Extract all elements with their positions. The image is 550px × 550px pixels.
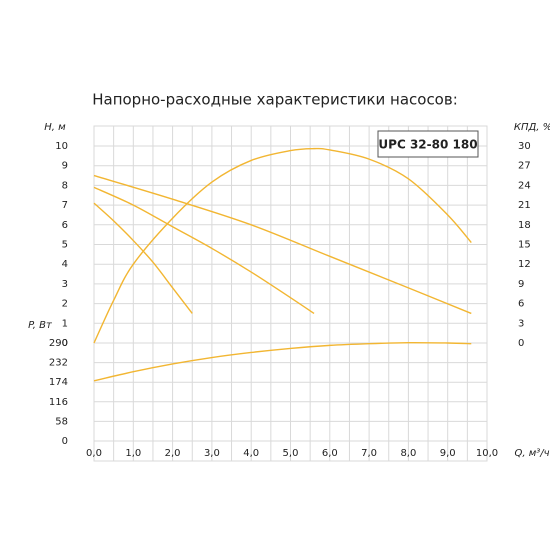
y-tick-label: 4 xyxy=(62,259,68,270)
y2-tick-label: 6 xyxy=(518,299,524,310)
annotation: UPC 32-80 180 xyxy=(378,138,477,152)
y-tick-label: 10 xyxy=(55,141,68,152)
y-axis-label: H, м xyxy=(44,122,66,133)
y3-axis-label: P, Вт xyxy=(28,320,53,331)
y3-tick-label: 232 xyxy=(49,358,68,369)
y3-tick-label: 290 xyxy=(49,338,68,349)
y2-tick-label: 9 xyxy=(518,279,524,290)
y-tick-label: 1 xyxy=(62,318,68,329)
y2-tick-label: 21 xyxy=(518,200,531,211)
y2-tick-label: 3 xyxy=(518,318,524,329)
y-tick-label: 6 xyxy=(62,220,68,231)
y3-tick-label: 58 xyxy=(55,416,68,427)
x-tick-label: 0,0 xyxy=(86,448,102,459)
curve xyxy=(93,147,472,344)
y2-tick-label: 12 xyxy=(518,259,531,270)
curve xyxy=(93,202,193,314)
y-tick-label: 0 xyxy=(62,338,68,349)
y2-axis-label: КПД, % xyxy=(514,122,550,133)
x-tick-label: 2,0 xyxy=(165,448,181,459)
curve xyxy=(93,341,472,382)
x-tick-label: 9,0 xyxy=(440,448,456,459)
curve xyxy=(93,186,315,315)
x-tick-label: 3,0 xyxy=(204,448,220,459)
curve xyxy=(93,174,472,315)
y-tick-label: 9 xyxy=(62,161,68,172)
y2-tick-label: 30 xyxy=(518,141,531,152)
x-tick-label: 7,0 xyxy=(361,448,377,459)
x-tick-label: 1,0 xyxy=(125,448,141,459)
y2-tick-label: 27 xyxy=(518,161,531,172)
x-tick-label: 10,0 xyxy=(476,448,498,459)
y-tick-label: 7 xyxy=(62,200,68,211)
chart-title: Напорно-расходные характеристики насосов… xyxy=(92,91,458,109)
y3-tick-label: 116 xyxy=(49,397,68,408)
x-tick-label: 5,0 xyxy=(283,448,299,459)
y-tick-label: 5 xyxy=(62,240,68,251)
x-axis-label: Q, м³/ч xyxy=(514,448,549,459)
y3-tick-label: 174 xyxy=(49,377,68,388)
y2-tick-label: 15 xyxy=(518,240,531,251)
y2-tick-label: 24 xyxy=(518,180,531,191)
x-tick-label: 6,0 xyxy=(322,448,338,459)
y-tick-label: 8 xyxy=(62,180,68,191)
y3-tick-label: 0 xyxy=(62,436,68,447)
x-tick-label: 4,0 xyxy=(243,448,259,459)
y-tick-label: 2 xyxy=(62,299,68,310)
y-tick-label: 3 xyxy=(62,279,68,290)
x-tick-label: 8,0 xyxy=(400,448,416,459)
annotation-box xyxy=(377,130,479,158)
y2-tick-label: 18 xyxy=(518,220,531,231)
y2-tick-label: 0 xyxy=(518,338,524,349)
